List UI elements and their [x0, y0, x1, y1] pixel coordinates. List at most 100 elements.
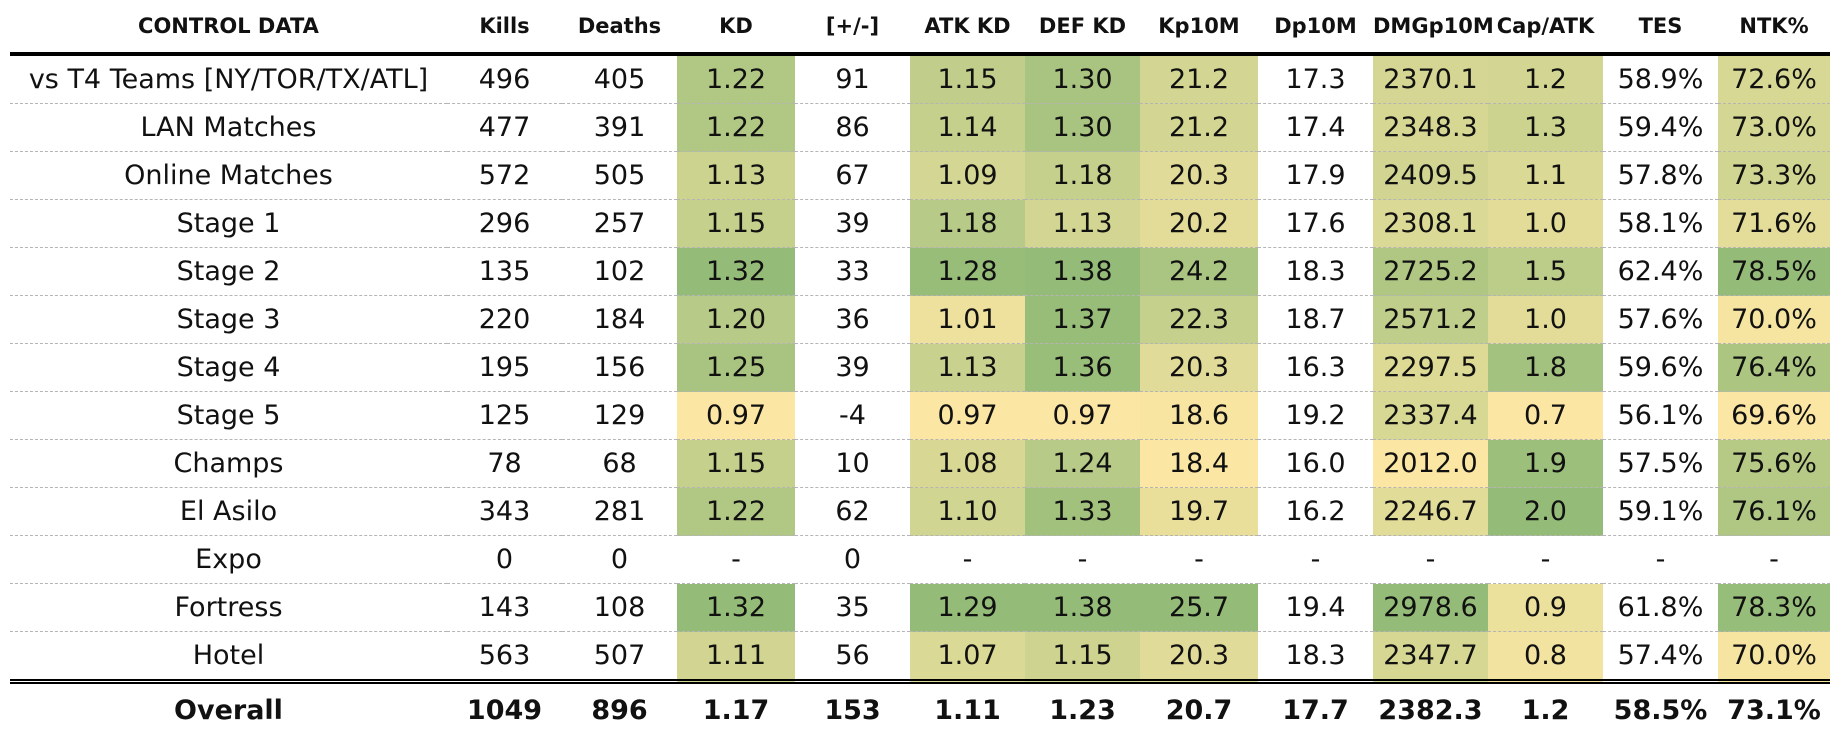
table-cell: 2409.5	[1373, 152, 1488, 200]
table-cell: -	[677, 536, 795, 584]
table-cell: 1.33	[1025, 488, 1140, 536]
column-header-ntk-pct: NTK%	[1718, 0, 1830, 54]
table-cell: 1.30	[1025, 104, 1140, 152]
table-cell: 1.37	[1025, 296, 1140, 344]
table-cell: 17.3	[1258, 54, 1373, 104]
table-cell: 1.5	[1488, 248, 1603, 296]
table-cell: 16.2	[1258, 488, 1373, 536]
table-cell: 129	[562, 392, 677, 440]
column-header-atk-kd: ATK KD	[910, 0, 1025, 54]
row-label: Stage 1	[10, 200, 447, 248]
table-cell: 1.38	[1025, 248, 1140, 296]
table-cell: 69.6%	[1718, 392, 1830, 440]
column-header-deaths: Deaths	[562, 0, 677, 54]
table-cell: 17.9	[1258, 152, 1373, 200]
table-cell: 10	[795, 440, 910, 488]
table-cell: 17.4	[1258, 104, 1373, 152]
table-cell: 1.36	[1025, 344, 1140, 392]
table-cell: -	[910, 536, 1025, 584]
table-cell: 257	[562, 200, 677, 248]
table-cell: 57.4%	[1603, 632, 1718, 682]
table-cell: 58.9%	[1603, 54, 1718, 104]
table-cell: -	[1488, 536, 1603, 584]
table-cell: 563	[447, 632, 562, 682]
table-cell: 0	[562, 536, 677, 584]
table-cell: 0.97	[677, 392, 795, 440]
overall-cell: 73.1%	[1718, 682, 1830, 736]
row-label: Stage 2	[10, 248, 447, 296]
table-cell: 2348.3	[1373, 104, 1488, 152]
column-header-def-kd: DEF KD	[1025, 0, 1140, 54]
table-cell: 73.3%	[1718, 152, 1830, 200]
table-cell: 281	[562, 488, 677, 536]
table-cell: 1.1	[1488, 152, 1603, 200]
table-cell: -	[1603, 536, 1718, 584]
column-header-dmgp10m: DMGp10M	[1373, 0, 1488, 54]
table-cell: 20.2	[1140, 200, 1258, 248]
table-cell: 405	[562, 54, 677, 104]
overall-cell: 58.5%	[1603, 682, 1718, 736]
table-cell: 2571.2	[1373, 296, 1488, 344]
table-cell: 1.22	[677, 54, 795, 104]
column-header-cap-atk: Cap/ATK	[1488, 0, 1603, 54]
table-cell: 16.0	[1258, 440, 1373, 488]
table-cell: -	[1025, 536, 1140, 584]
column-header-kp10m: Kp10M	[1140, 0, 1258, 54]
table-cell: -	[1258, 536, 1373, 584]
table-cell: 56	[795, 632, 910, 682]
table-cell: 0.97	[1025, 392, 1140, 440]
table-cell: 220	[447, 296, 562, 344]
table-cell: 71.6%	[1718, 200, 1830, 248]
table-cell: 125	[447, 392, 562, 440]
row-label: El Asilo	[10, 488, 447, 536]
table-cell: -4	[795, 392, 910, 440]
row-label: Stage 5	[10, 392, 447, 440]
table-cell: 1.32	[677, 584, 795, 632]
table-cell: 1.29	[910, 584, 1025, 632]
table-cell: 18.4	[1140, 440, 1258, 488]
table-cell: 0	[795, 536, 910, 584]
table-cell: 2370.1	[1373, 54, 1488, 104]
stats-table-container: CONTROL DATA Kills Deaths KD [+/-] ATK K…	[10, 0, 1830, 736]
table-cell: 20.3	[1140, 632, 1258, 682]
table-cell: 477	[447, 104, 562, 152]
table-cell: 1.15	[1025, 632, 1140, 682]
table-cell: 1.32	[677, 248, 795, 296]
table-cell: 21.2	[1140, 104, 1258, 152]
table-cell: 184	[562, 296, 677, 344]
table-cell: 67	[795, 152, 910, 200]
table-cell: 57.5%	[1603, 440, 1718, 488]
table-cell: 18.3	[1258, 248, 1373, 296]
overall-cell: 20.7	[1140, 682, 1258, 736]
column-header-dp10m: Dp10M	[1258, 0, 1373, 54]
table-cell: 2725.2	[1373, 248, 1488, 296]
row-label: Expo	[10, 536, 447, 584]
table-cell: 24.2	[1140, 248, 1258, 296]
table-cell: 1.14	[910, 104, 1025, 152]
column-header-control-data: CONTROL DATA	[10, 0, 447, 54]
table-cell: 33	[795, 248, 910, 296]
table-cell: 18.3	[1258, 632, 1373, 682]
table-cell: 1.18	[910, 200, 1025, 248]
table-cell: 195	[447, 344, 562, 392]
table-cell: 78.5%	[1718, 248, 1830, 296]
overall-cell: 2382.3	[1373, 682, 1488, 736]
row-label: Hotel	[10, 632, 447, 682]
table-cell: 62.4%	[1603, 248, 1718, 296]
table-cell: 1.18	[1025, 152, 1140, 200]
table-cell: 0.9	[1488, 584, 1603, 632]
table-cell: 0.8	[1488, 632, 1603, 682]
table-cell: 0	[447, 536, 562, 584]
table-cell: 35	[795, 584, 910, 632]
table-cell: 1.22	[677, 104, 795, 152]
table-cell: 91	[795, 54, 910, 104]
table-cell: 39	[795, 200, 910, 248]
table-cell: 108	[562, 584, 677, 632]
